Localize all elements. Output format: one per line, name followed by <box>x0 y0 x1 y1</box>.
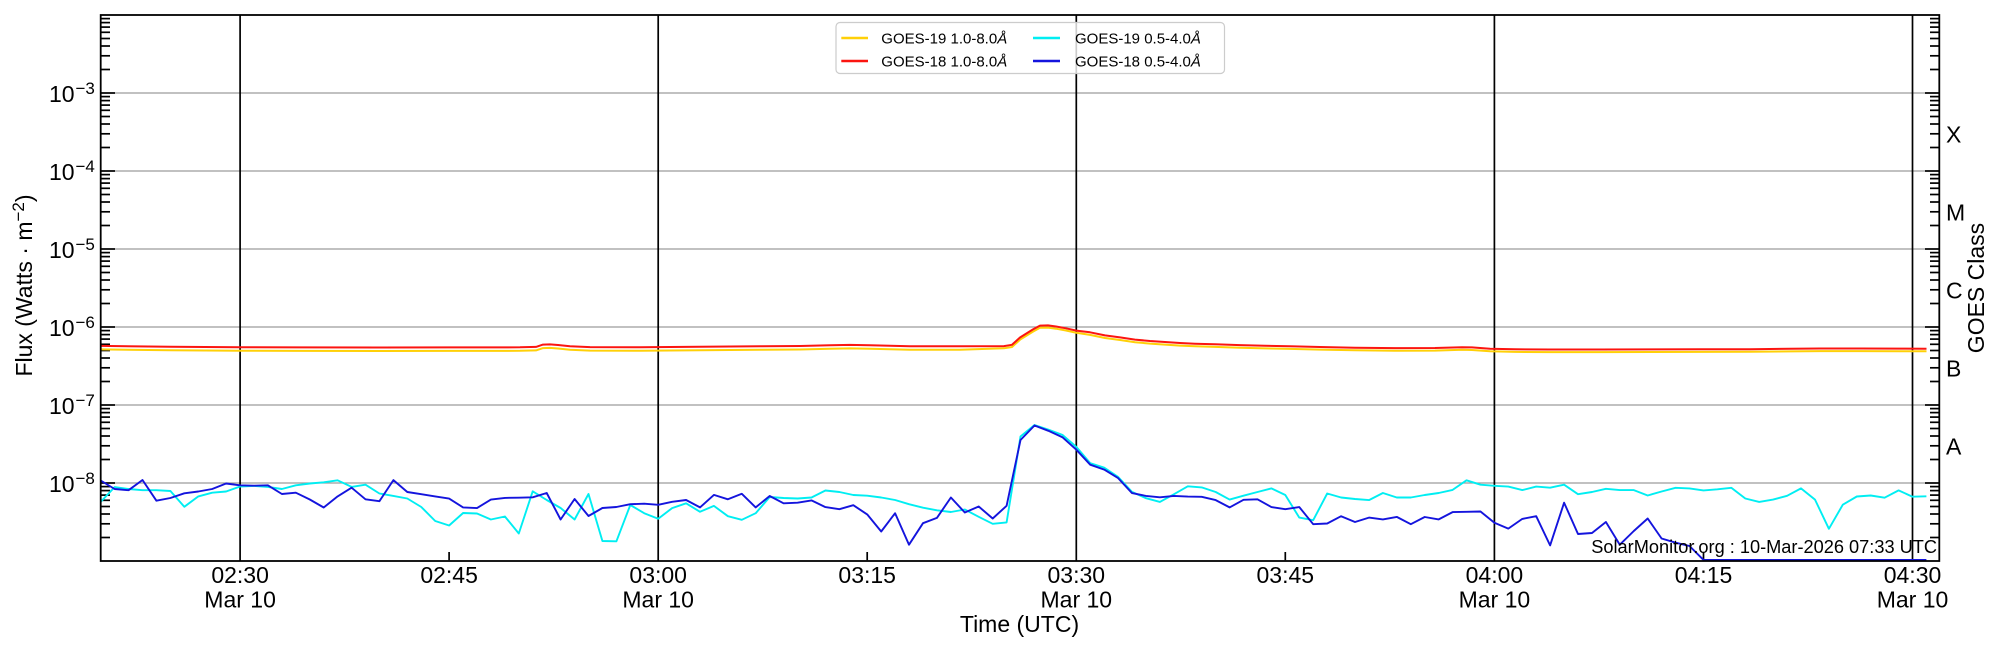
svg-text:−7: −7 <box>76 391 95 410</box>
svg-text:03:15: 03:15 <box>838 562 896 588</box>
svg-text:−3: −3 <box>76 79 95 98</box>
svg-text:Flux (Watts · m−2): Flux (Watts · m−2) <box>9 194 37 376</box>
svg-text:04:15: 04:15 <box>1675 562 1733 588</box>
svg-text:A: A <box>1946 434 1962 460</box>
svg-text:−5: −5 <box>76 235 95 254</box>
svg-text:Mar 10: Mar 10 <box>1459 587 1531 613</box>
svg-text:10: 10 <box>49 315 75 341</box>
svg-text:GOES-18 0.5-4.0Å: GOES-18 0.5-4.0Å <box>1075 54 1201 71</box>
svg-text:GOES Class: GOES Class <box>1963 223 1989 353</box>
svg-text:04:30: 04:30 <box>1884 562 1942 588</box>
svg-text:10: 10 <box>49 159 75 185</box>
svg-text:C: C <box>1946 278 1963 304</box>
svg-text:−8: −8 <box>76 469 95 488</box>
svg-text:02:45: 02:45 <box>420 562 478 588</box>
svg-text:GOES-18 1.0-8.0Å: GOES-18 1.0-8.0Å <box>881 54 1007 71</box>
svg-text:10: 10 <box>49 471 75 497</box>
svg-text:M: M <box>1946 200 1965 226</box>
svg-text:−4: −4 <box>76 157 95 176</box>
svg-text:03:45: 03:45 <box>1257 562 1315 588</box>
svg-text:03:00: 03:00 <box>629 562 687 588</box>
svg-text:−6: −6 <box>76 313 95 332</box>
svg-text:02:30: 02:30 <box>211 562 269 588</box>
svg-text:B: B <box>1946 356 1961 382</box>
svg-text:10: 10 <box>49 81 75 107</box>
svg-text:Mar 10: Mar 10 <box>1877 587 1949 613</box>
svg-text:04:00: 04:00 <box>1466 562 1524 588</box>
svg-text:Time (UTC): Time (UTC) <box>960 611 1079 637</box>
svg-text:03:30: 03:30 <box>1048 562 1106 588</box>
svg-text:Mar 10: Mar 10 <box>204 587 276 613</box>
svg-text:X: X <box>1946 122 1961 148</box>
svg-text:10: 10 <box>49 393 75 419</box>
svg-text:GOES-19 0.5-4.0Å: GOES-19 0.5-4.0Å <box>1075 31 1201 48</box>
svg-text:Mar 10: Mar 10 <box>622 587 694 613</box>
svg-text:Mar 10: Mar 10 <box>1041 587 1113 613</box>
svg-text:10: 10 <box>49 237 75 263</box>
svg-text:SolarMonitor.org : 10-Mar-2026: SolarMonitor.org : 10-Mar-2026 07:33 UTC <box>1591 537 1937 557</box>
svg-text:GOES-19 1.0-8.0Å: GOES-19 1.0-8.0Å <box>881 31 1007 48</box>
